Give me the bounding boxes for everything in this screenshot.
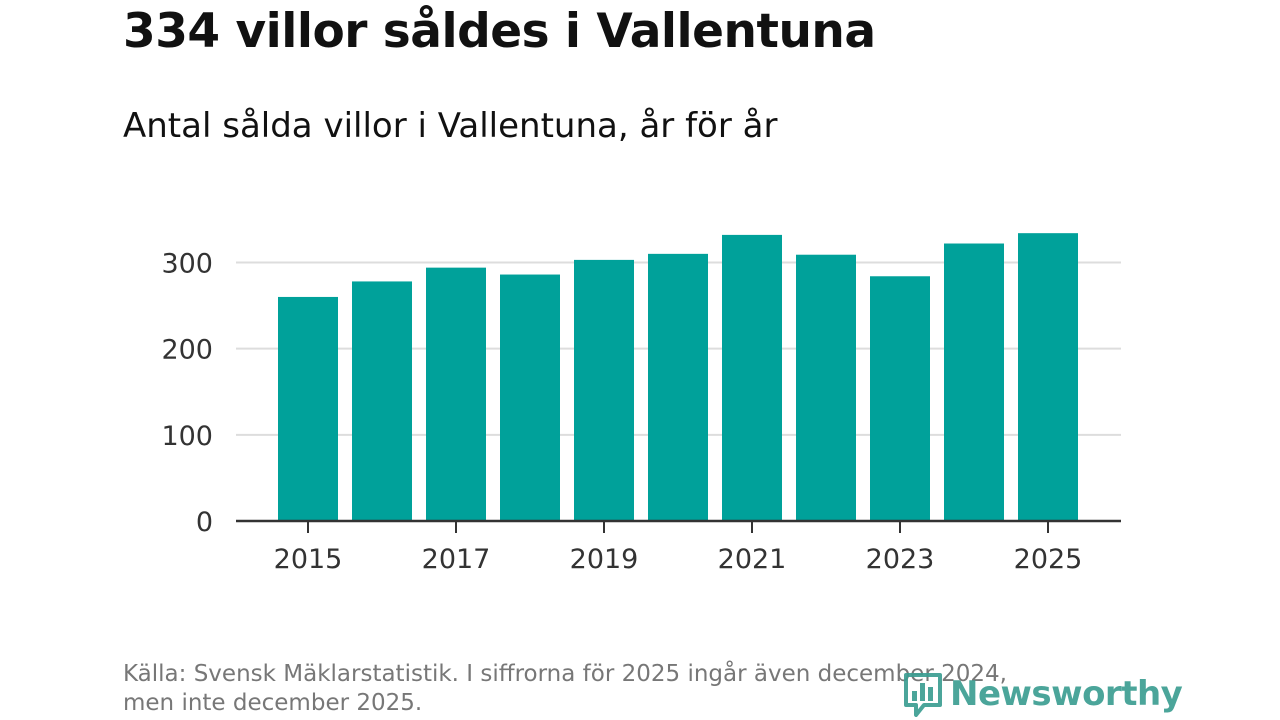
source-line-2: men inte december 2025. <box>123 690 423 716</box>
y-tick-label: 200 <box>161 335 213 366</box>
chart-subtitle: Antal sålda villor i Vallentuna, år för … <box>123 106 778 146</box>
x-tick-label: 2023 <box>866 544 935 575</box>
x-tick-label: 2019 <box>570 544 639 575</box>
x-tick-label: 2025 <box>1014 544 1083 575</box>
bar-2023 <box>870 276 930 521</box>
x-tick-label: 2015 <box>274 544 343 575</box>
logo-text: Newsworthy <box>950 674 1183 714</box>
bar-2015 <box>278 296 338 521</box>
bars <box>278 233 1078 522</box>
newsworthy-logo: Newsworthy <box>902 670 1183 718</box>
bar-2018 <box>500 274 560 521</box>
chart-title: 334 villor såldes i Vallentuna <box>123 4 876 59</box>
bar-2021 <box>722 234 782 522</box>
bar-2019 <box>574 259 634 521</box>
source-note: Källa: Svensk Mäklarstatistik. I siffror… <box>123 660 1123 718</box>
x-tick-label: 2017 <box>422 544 491 575</box>
bar-2020 <box>648 253 708 521</box>
y-tick-label: 0 <box>196 507 213 538</box>
bar-2022 <box>796 254 856 521</box>
source-line-1: Källa: Svensk Mäklarstatistik. I siffror… <box>123 661 1007 687</box>
y-tick-label: 100 <box>161 421 213 452</box>
bar-2025 <box>1018 233 1078 521</box>
bar-2024 <box>944 243 1004 521</box>
bar-chart-icon <box>904 673 942 717</box>
x-axis: 2015 2017 2019 2021 2023 2025 <box>236 519 1121 575</box>
bar-2016 <box>352 281 412 521</box>
bar-chart: 0 100 200 300 2015 2017 2019 2021 2023 2025 <box>161 233 1121 575</box>
y-axis-labels: 0 100 200 300 <box>161 248 213 538</box>
bar-2017 <box>426 267 486 521</box>
y-tick-label: 300 <box>161 248 213 279</box>
x-tick-label: 2021 <box>718 544 787 575</box>
